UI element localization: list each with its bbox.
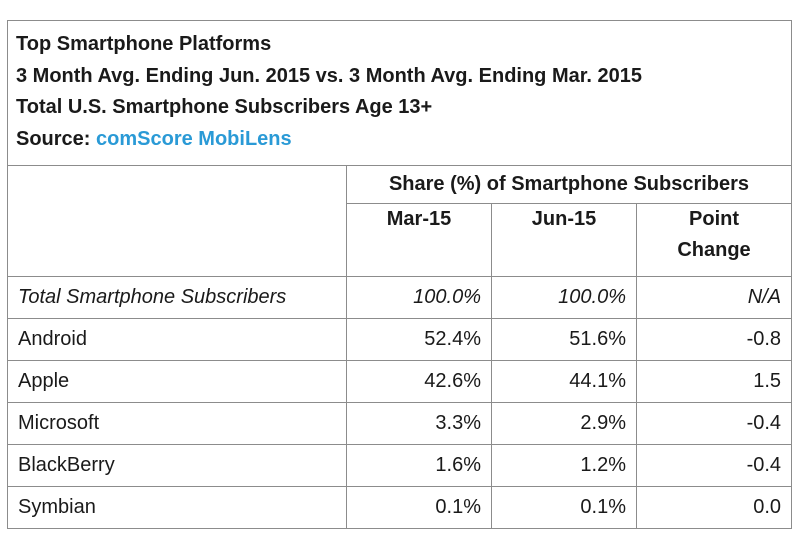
table-row: Android 52.4% 51.6% -0.8 [7, 318, 793, 361]
platform-cell: Total Smartphone Subscribers [7, 276, 347, 319]
change-value-cell: N/A [635, 276, 793, 319]
jun-value-cell: 100.0% [491, 276, 637, 319]
jun-value-cell: 51.6% [491, 318, 637, 361]
table-row: Microsoft 3.3% 2.9% -0.4 [7, 402, 793, 445]
change-value-cell: 0.0 [635, 486, 793, 529]
table-population: Total U.S. Smartphone Subscribers Age 13… [16, 96, 433, 118]
change-value-cell: -0.4 [635, 402, 793, 445]
table-row: Total Smartphone Subscribers 100.0% 100.… [7, 276, 793, 319]
table-header: Top Smartphone Platforms 3 Month Avg. En… [6, 20, 793, 166]
platform-cell: BlackBerry [7, 444, 347, 487]
table-subtitle: 3 Month Avg. Ending Jun. 2015 vs. 3 Mont… [16, 64, 643, 87]
mar-value-cell: 100.0% [346, 276, 492, 319]
platform-cell: Android [7, 318, 347, 361]
change-value-cell: 1.5 [635, 360, 793, 403]
table-title: Top Smartphone Platforms [16, 33, 272, 55]
mar-value-cell: 0.1% [346, 486, 492, 529]
column-header-change-line2: Change [677, 239, 751, 261]
jun-value-cell: 44.1% [491, 360, 637, 403]
platform-cell: Symbian [7, 486, 347, 529]
column-header-change-line1: Point [689, 208, 740, 230]
table-row: Apple 42.6% 44.1% 1.5 [7, 360, 793, 403]
column-header-row: Mar-15 Jun-15 Point Change [8, 203, 793, 277]
share-group-header: Share (%) of Smartphone Subscribers [345, 165, 793, 204]
platform-share-table: Top Smartphone Platforms 3 Month Avg. En… [6, 20, 793, 529]
mar-value-cell: 3.3% [346, 402, 492, 445]
platform-cell: Microsoft [7, 402, 347, 445]
mar-value-cell: 52.4% [346, 318, 492, 361]
platform-cell: Apple [7, 360, 347, 403]
source-link[interactable]: comScore MobiLens [96, 127, 292, 150]
column-header-mar: Mar-15 [346, 203, 492, 277]
table-source: Source: comScore MobiLens [16, 124, 783, 156]
table-header-row: Top Smartphone Platforms 3 Month Avg. En… [6, 20, 793, 166]
column-header-jun: Jun-15 [491, 203, 637, 277]
mar-value-cell: 1.6% [346, 444, 492, 487]
jun-value-cell: 2.9% [491, 402, 637, 445]
table-row: Symbian 0.1% 0.1% 0.0 [7, 486, 793, 529]
jun-value-cell: 0.1% [491, 486, 637, 529]
jun-value-cell: 1.2% [491, 444, 637, 487]
column-header-change: Point Change [635, 203, 793, 277]
table-row: BlackBerry 1.6% 1.2% -0.4 [7, 444, 793, 487]
source-label: Source: [16, 127, 91, 150]
change-value-cell: -0.4 [635, 444, 793, 487]
blank-corner-cell [7, 165, 347, 277]
mar-value-cell: 42.6% [346, 360, 492, 403]
change-value-cell: -0.8 [635, 318, 793, 361]
group-header-row: Share (%) of Smartphone Subscribers [7, 165, 793, 277]
